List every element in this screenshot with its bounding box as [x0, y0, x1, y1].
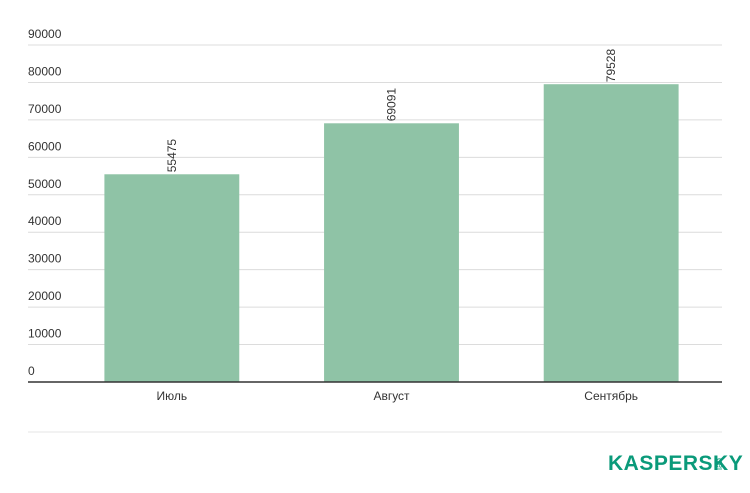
bar: [543, 84, 679, 382]
x-tick-label: Июль: [157, 389, 188, 403]
y-tick-label: 50000: [28, 177, 62, 191]
y-tick-label: 90000: [28, 27, 62, 41]
y-tick-label: 80000: [28, 64, 62, 78]
value-label: 79528: [604, 49, 618, 83]
x-tick-label: Сентябрь: [584, 389, 638, 403]
x-tick-label: Август: [373, 389, 410, 403]
logo-suffix: lab: [714, 458, 724, 470]
value-label: 69091: [385, 88, 399, 122]
value-label: 55475: [165, 139, 179, 173]
bar: [104, 174, 240, 382]
y-tick-label: 40000: [28, 214, 62, 228]
y-tick-label: 70000: [28, 102, 62, 116]
y-tick-label: 0: [28, 364, 35, 378]
bar: [324, 123, 459, 382]
y-tick-label: 10000: [28, 327, 62, 341]
logo: KASPERSKY: [608, 452, 743, 475]
y-tick-label: 60000: [28, 139, 62, 153]
y-tick-label: 30000: [28, 252, 62, 266]
y-tick-label: 20000: [28, 289, 62, 303]
